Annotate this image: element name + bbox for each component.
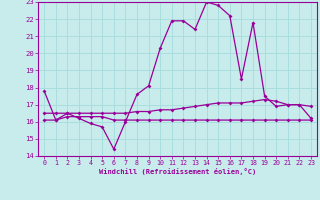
X-axis label: Windchill (Refroidissement éolien,°C): Windchill (Refroidissement éolien,°C) <box>99 168 256 175</box>
